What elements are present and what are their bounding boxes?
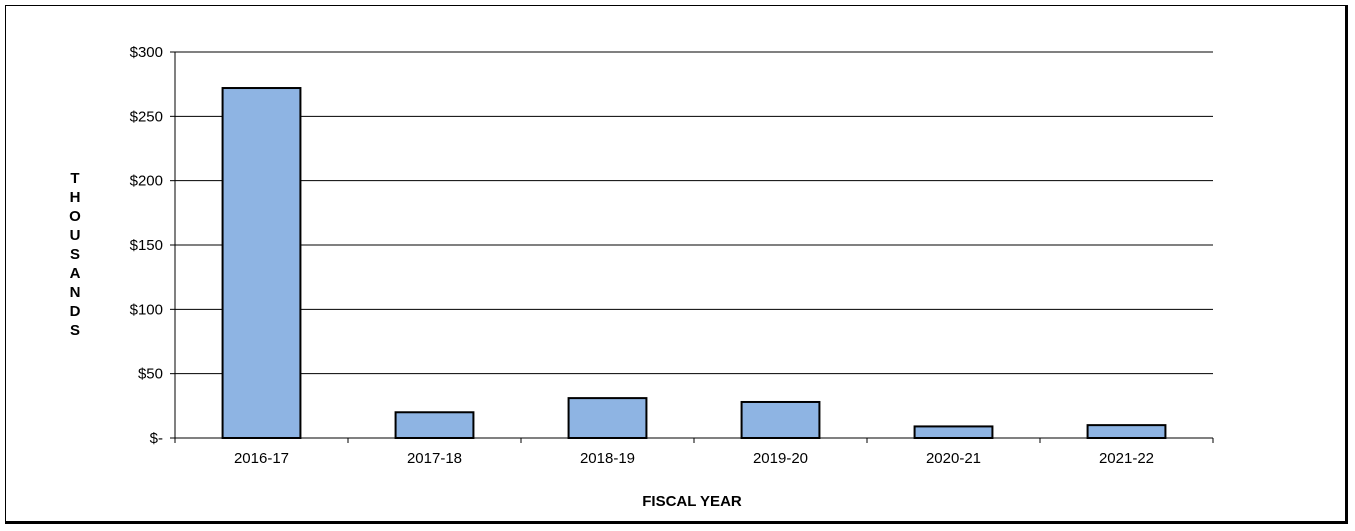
x-tick-label: 2017-18 (407, 450, 462, 467)
y-axis-title-letter: O (69, 208, 81, 225)
y-axis-title-letter: S (70, 322, 80, 339)
y-axis-title-letter: A (70, 265, 81, 282)
y-tick-label: $250 (130, 108, 163, 125)
axes (170, 51, 1214, 443)
x-tick-label: 2016-17 (234, 450, 289, 467)
bar-2018-19 (567, 397, 648, 440)
y-axis-title-letter: U (70, 227, 81, 244)
y-axis-title-letter: D (70, 303, 81, 320)
x-tick-label: 2019-20 (753, 450, 808, 467)
y-axis-title-letter: N (70, 284, 81, 301)
bar-2019-20 (740, 400, 821, 439)
y-tick-label: $200 (130, 173, 163, 190)
y-axis-title-letter: H (70, 189, 81, 206)
bar-2016-17 (221, 87, 302, 439)
x-tick-labels: 2016-17 2017-18 2018-19 2019-20 2020-21 2021-… (234, 450, 1154, 467)
x-tick-label: 2018-19 (580, 450, 635, 467)
bar-2020-21 (913, 425, 994, 440)
y-axis-title-letter: S (70, 246, 80, 263)
y-tick-label: $- (150, 430, 163, 447)
y-axis-title-letter: T (70, 170, 79, 187)
y-tick-label: $150 (130, 237, 163, 254)
y-tick-label: $300 (130, 44, 163, 61)
x-tick-label: 2020-21 (926, 450, 981, 467)
y-tick-label: $50 (138, 366, 163, 383)
bar-2021-22 (1086, 424, 1167, 439)
gridlines (175, 51, 1213, 375)
y-tick-labels: $- $50 $100 $150 $200 $250 $300 (130, 44, 163, 447)
x-axis-title: FISCAL YEAR (642, 493, 742, 510)
bars (221, 87, 1167, 440)
y-tick-label: $100 (130, 301, 163, 318)
x-tick-label: 2021-22 (1099, 450, 1154, 467)
bar-2017-18 (394, 411, 475, 439)
